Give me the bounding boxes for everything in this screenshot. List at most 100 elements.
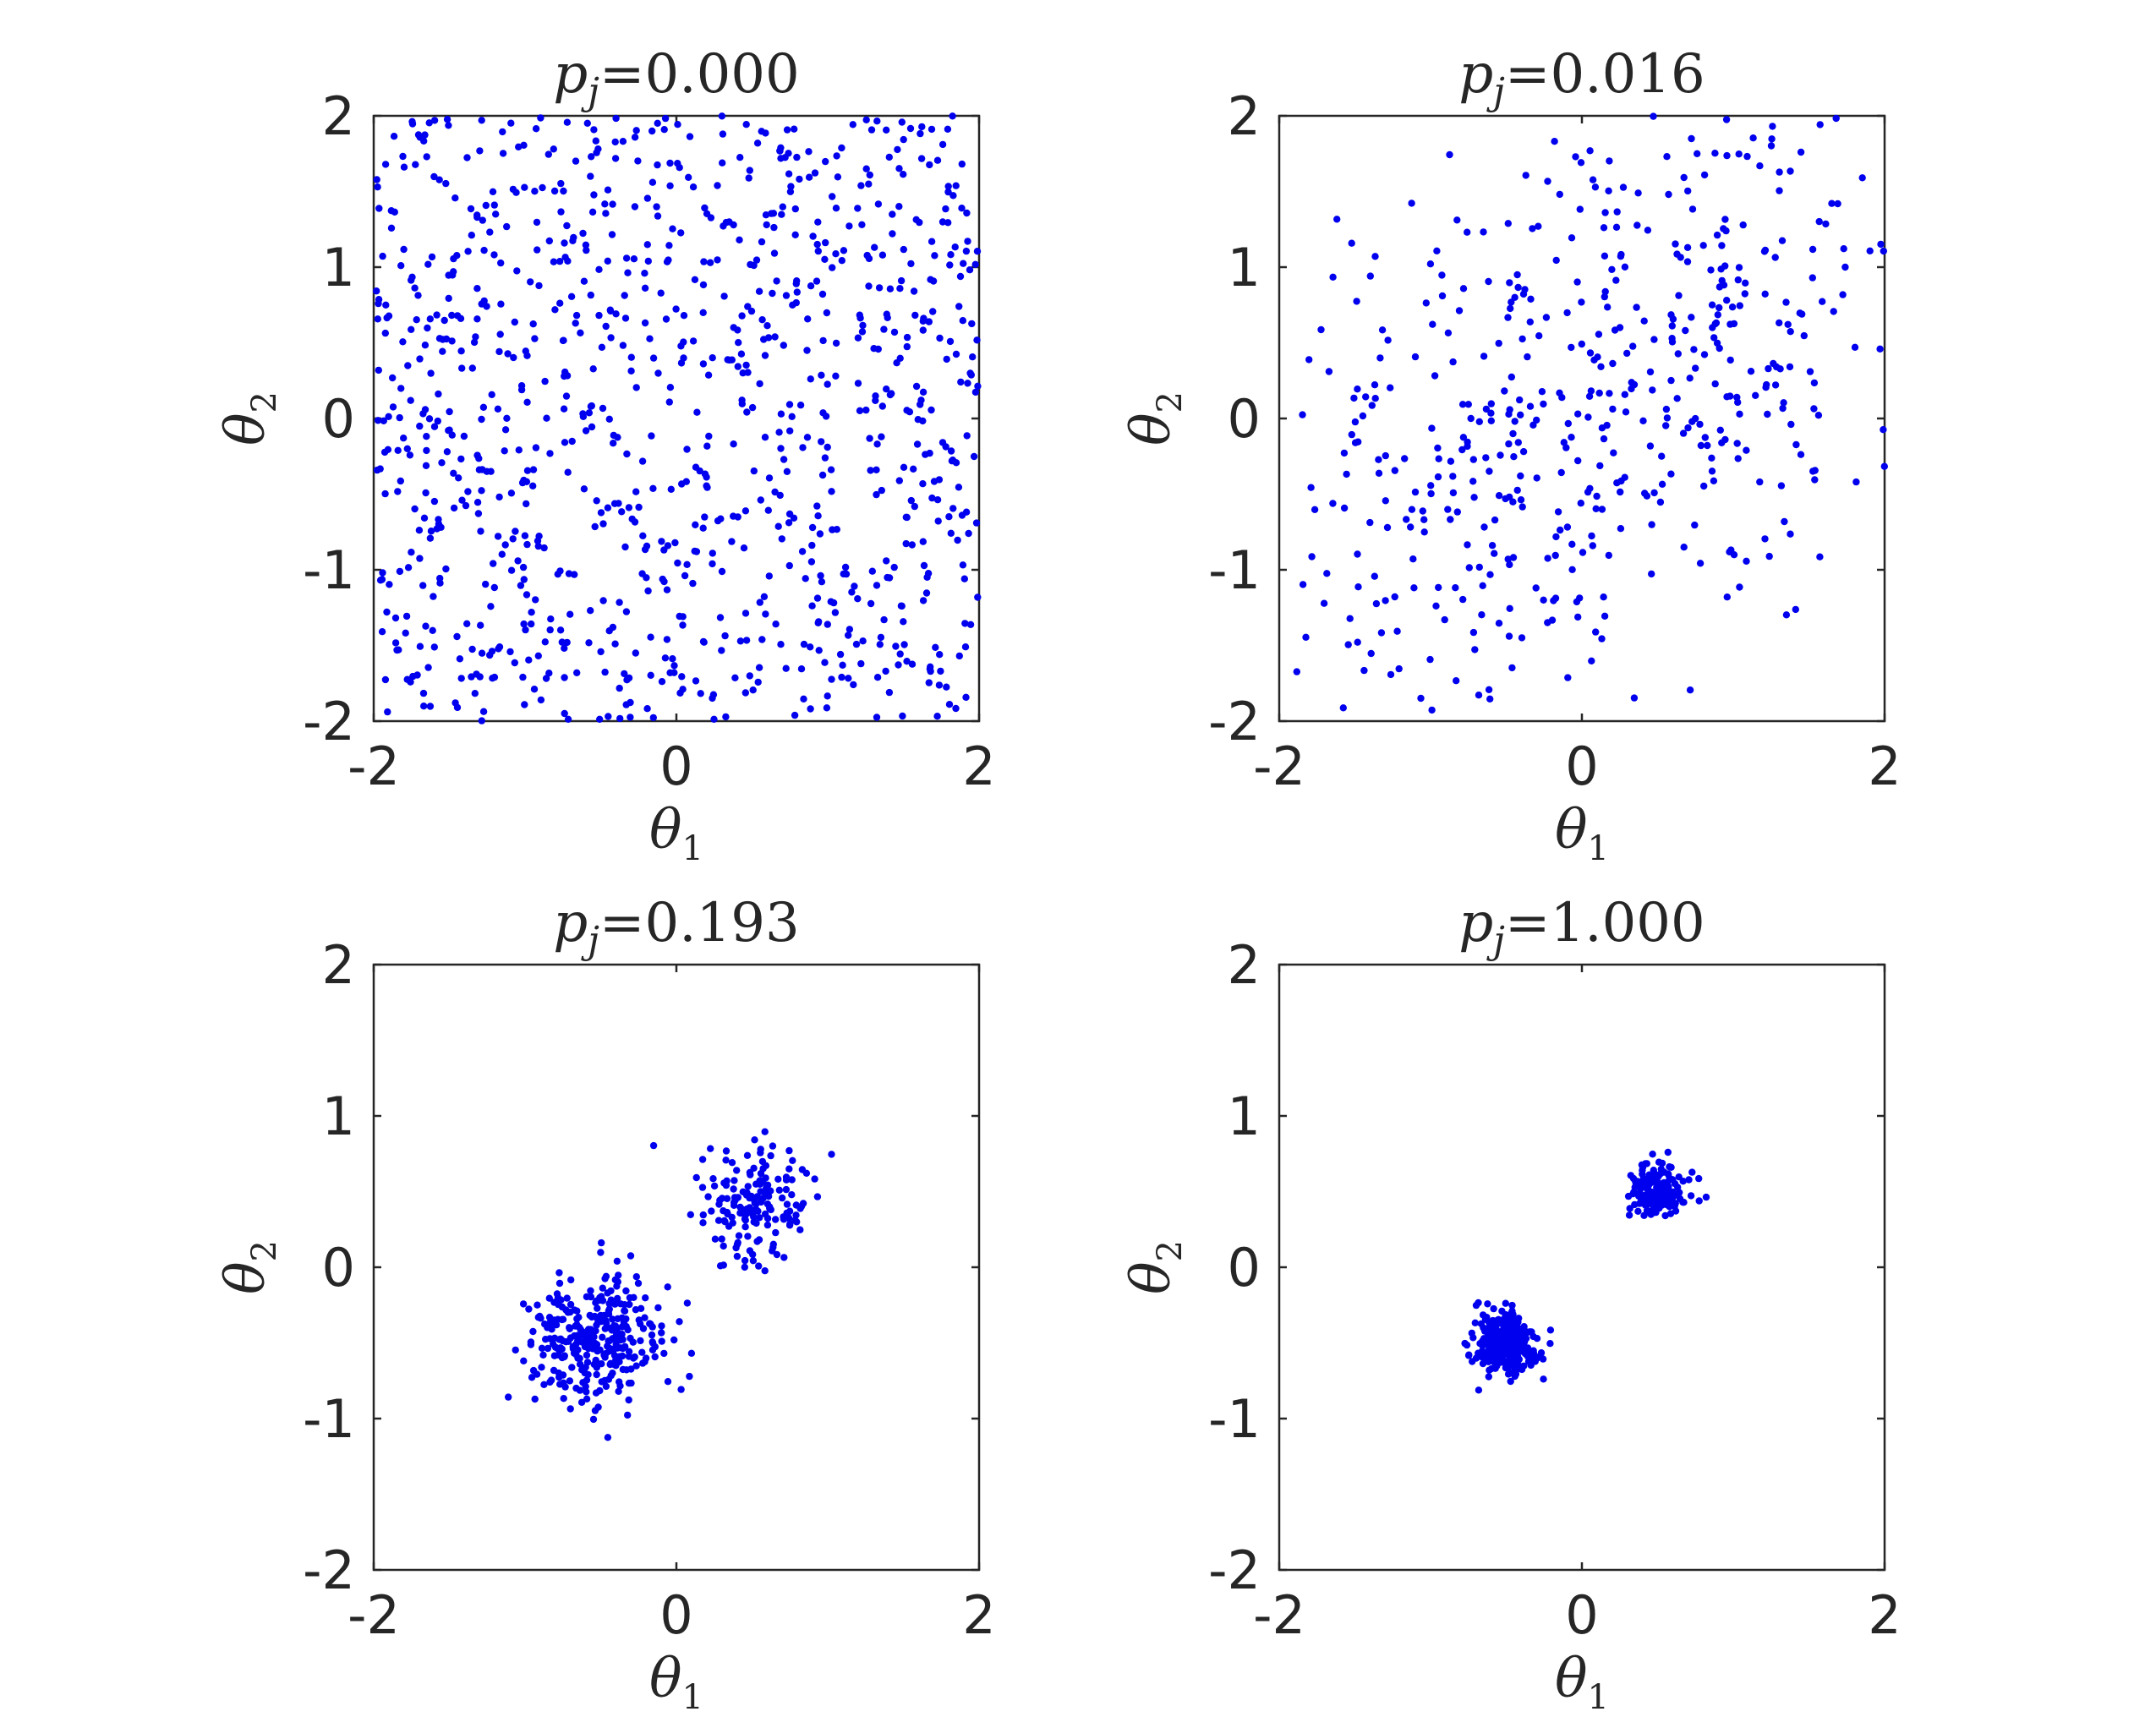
scatter-point [710, 1182, 719, 1190]
scatter-points [373, 112, 982, 725]
scatter-point [873, 466, 880, 473]
scatter-point [1639, 417, 1647, 424]
scatter-point [658, 1337, 665, 1345]
scatter-point [1787, 328, 1794, 336]
scatter-point [942, 205, 949, 213]
scatter-point [601, 200, 609, 208]
scatter-point [1579, 549, 1587, 556]
scatter-point [1715, 303, 1723, 312]
scatter-point [937, 667, 944, 675]
scatter-point [1584, 413, 1592, 421]
scatter-point [1663, 153, 1671, 161]
scatter-point [1648, 521, 1655, 528]
scatter-point [436, 574, 444, 582]
scatter-point [775, 1186, 783, 1195]
scatter-point [445, 294, 452, 303]
scatter-point [919, 388, 928, 396]
scatter-point [1589, 542, 1597, 550]
scatter-point [900, 618, 907, 626]
scatter-point [793, 153, 801, 161]
scatter-point [1700, 171, 1709, 179]
scatter-point [478, 717, 485, 725]
scatter-point [780, 1254, 788, 1261]
scatter-point [903, 658, 911, 665]
scatter-point [1671, 1180, 1679, 1188]
scatter-point [375, 299, 382, 308]
scatter-point [813, 277, 821, 285]
scatter-point [1491, 1342, 1498, 1351]
scatter-point [689, 579, 697, 588]
scatter-point [928, 494, 936, 502]
scatter-point [948, 457, 956, 465]
scatter-point [1552, 256, 1560, 265]
scatter-point [661, 114, 670, 123]
scatter-point [658, 1329, 665, 1337]
scatter-point [714, 182, 721, 189]
scatter-point [414, 292, 422, 299]
scatter-point [1573, 278, 1581, 286]
scatter-point [692, 677, 700, 685]
scatter-point [1591, 183, 1600, 191]
scatter-point [375, 205, 383, 212]
scatter-point [1649, 1173, 1656, 1181]
scatter-point [1563, 309, 1571, 317]
scatter-point [555, 1269, 563, 1277]
scatter-point [1516, 396, 1524, 404]
scatter-point [564, 468, 572, 476]
scatter-point [413, 316, 420, 324]
scatter-point [1529, 1332, 1537, 1341]
scatter-point [503, 222, 511, 231]
scatter-point [602, 322, 610, 331]
scatter-point [446, 426, 453, 434]
scatter-point [1325, 368, 1333, 375]
scatter-point [1786, 363, 1794, 371]
scatter-point [1880, 462, 1888, 470]
scatter-point [1743, 446, 1750, 454]
scatter-point [1629, 342, 1637, 350]
scatter-point [703, 484, 711, 491]
scatter-point [439, 347, 446, 355]
scatter-point [791, 711, 799, 719]
scatter-point [1641, 489, 1649, 497]
scatter-point [1734, 398, 1742, 407]
scatter-point [785, 510, 794, 518]
scatter-point [936, 334, 944, 342]
scatter-point [808, 523, 817, 532]
scatter-point [1475, 418, 1484, 425]
scatter-point [862, 406, 870, 414]
scatter-point [1780, 399, 1787, 407]
scatter-point [430, 423, 439, 430]
scatter-point [857, 659, 865, 668]
scatter-point [805, 173, 813, 181]
scatter-point [556, 567, 564, 575]
scatter-point [520, 476, 528, 484]
scatter-point [426, 703, 435, 710]
scatter-point [1491, 550, 1498, 557]
scatter-point [1323, 570, 1331, 577]
scatter-point [576, 1360, 584, 1368]
scatter-point [649, 354, 658, 362]
scatter-point [638, 457, 647, 465]
scatter-point [496, 331, 504, 338]
scatter-point [822, 238, 829, 247]
scatter-point [884, 314, 891, 321]
scatter-point [744, 303, 752, 310]
scatter-point [1504, 1370, 1513, 1378]
scatter-point [1533, 474, 1540, 482]
scatter-point [1601, 612, 1609, 620]
scatter-point [709, 354, 716, 362]
scatter-point [1502, 1321, 1510, 1329]
scatter-point [1736, 302, 1743, 309]
scatter-point [774, 1175, 782, 1184]
scatter-point [1501, 387, 1508, 395]
scatter-point [762, 129, 769, 137]
scatter-point [420, 514, 429, 522]
scatter-point [587, 402, 595, 410]
scatter-point [568, 437, 576, 446]
scatter-point [1735, 264, 1743, 271]
scatter-point [777, 445, 785, 452]
scatter-point [561, 1353, 568, 1361]
y-axis-label: θ2 [215, 1240, 284, 1294]
scatter-point [532, 596, 539, 604]
scatter-point [1800, 331, 1808, 340]
